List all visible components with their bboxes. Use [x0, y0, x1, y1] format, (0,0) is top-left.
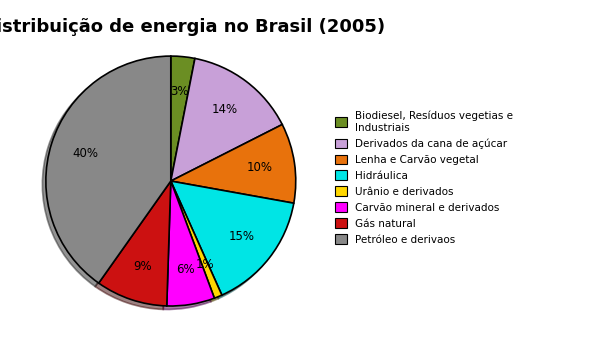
Wedge shape [171, 181, 294, 295]
Text: 14%: 14% [212, 103, 238, 116]
Text: 15%: 15% [229, 230, 254, 243]
Text: 40%: 40% [72, 147, 98, 160]
Text: 9%: 9% [133, 260, 151, 273]
Wedge shape [171, 125, 296, 203]
Text: 3%: 3% [170, 85, 188, 98]
Wedge shape [167, 181, 214, 306]
Legend: Biodiesel, Resíduos vegetias e
Industriais, Derivados da cana de açúcar, Lenha e: Biodiesel, Resíduos vegetias e Industria… [335, 110, 514, 245]
Wedge shape [99, 181, 171, 306]
Text: Distribuição de energia no Brasil (2005): Distribuição de energia no Brasil (2005) [0, 18, 385, 36]
Text: 10%: 10% [247, 162, 273, 175]
Wedge shape [171, 59, 282, 181]
Text: 1%: 1% [196, 258, 214, 271]
Wedge shape [171, 56, 195, 181]
Wedge shape [171, 181, 222, 298]
Wedge shape [46, 56, 171, 283]
Text: 6%: 6% [176, 263, 195, 276]
